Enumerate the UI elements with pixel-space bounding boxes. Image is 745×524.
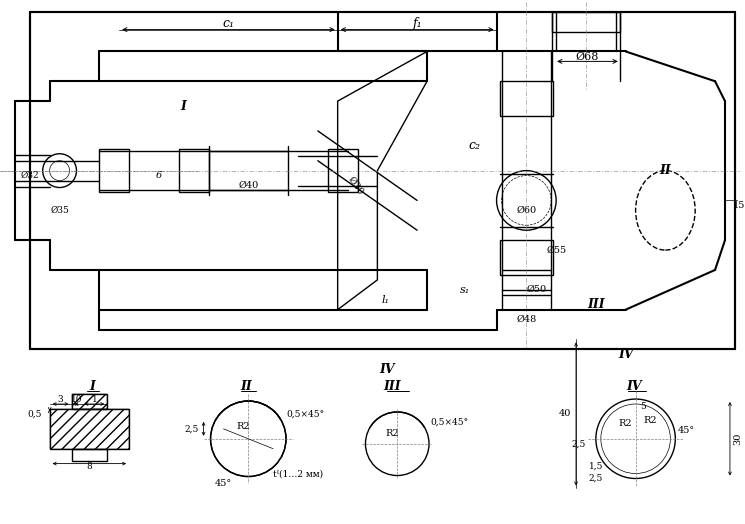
Bar [30,12,735,350]
Bar [179,149,209,192]
Text: 1,5: 1,5 [589,462,603,471]
Text: III: III [587,298,605,311]
Bar [328,149,358,192]
Bar [72,449,107,461]
Text: IV: IV [626,380,641,392]
Bar [72,394,107,409]
Text: l₁: l₁ [381,294,390,305]
Text: II: II [659,164,671,177]
Bar [72,394,107,409]
Bar [99,149,129,192]
Text: I: I [89,380,95,392]
Bar [500,81,554,116]
Text: II: II [241,380,252,392]
Text: 0,5: 0,5 [28,409,42,419]
Text: 6: 6 [156,171,162,180]
Text: 10: 10 [71,395,82,403]
Text: Ø60: Ø60 [516,206,536,215]
Text: 45°: 45° [677,427,694,435]
Bar [500,240,554,275]
Text: 30: 30 [733,433,742,445]
Text: 2,5: 2,5 [184,424,199,433]
Text: R2: R2 [619,419,633,429]
Text: IV: IV [379,363,395,376]
Text: tᴵ(1…2 мм): tᴵ(1…2 мм) [273,469,323,478]
Text: 40: 40 [559,409,571,419]
Text: R2: R2 [644,417,657,425]
Text: 1: 1 [92,395,97,403]
Bar [50,409,129,449]
Text: 2,5: 2,5 [589,474,603,483]
Text: III: III [384,380,401,392]
Text: I: I [181,100,187,113]
Text: 3: 3 [58,395,63,403]
Text: Ø35: Ø35 [50,206,69,215]
Text: f₁: f₁ [412,17,422,30]
Bar [50,409,129,449]
Text: R2: R2 [385,429,399,438]
Text: 15: 15 [733,201,745,210]
Text: 2,5: 2,5 [571,439,586,448]
Text: Ø48: Ø48 [516,315,536,324]
Text: IV: IV [618,348,633,361]
Text: 5: 5 [641,402,647,411]
Text: 0,5×45°: 0,5×45° [430,418,468,427]
Text: 45°: 45° [215,479,232,488]
Text: Ø50: Ø50 [526,285,546,294]
Text: Ø55: Ø55 [546,246,566,255]
Text: c₂: c₂ [469,139,481,152]
Text: c₁: c₁ [223,17,235,30]
Text: 0,5×45°: 0,5×45° [286,409,324,419]
Text: Ø68: Ø68 [575,51,599,61]
Text: s₁: s₁ [460,285,470,295]
Bar [552,12,620,31]
Text: R2: R2 [236,422,250,431]
Text: Ø32: Ø32 [20,171,39,180]
Text: Ø30: Ø30 [346,174,365,196]
Text: 8: 8 [86,462,92,471]
Text: Ø40: Ø40 [238,181,259,190]
